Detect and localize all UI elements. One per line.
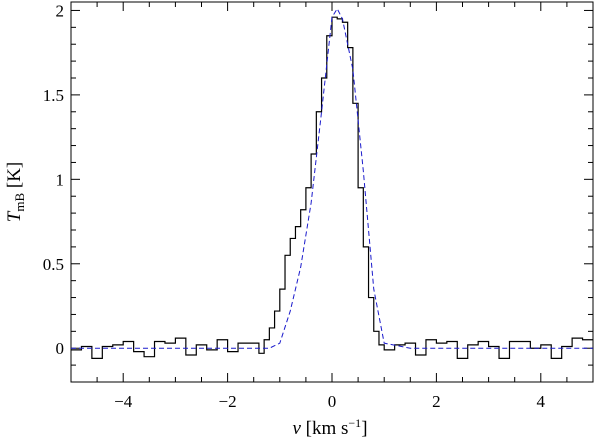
y-tick-label: 0: [56, 339, 65, 358]
model-fit-line: [71, 7, 593, 349]
x-tick-label: 0: [328, 392, 337, 411]
tick-labels: −4 −2 0 2 4 0 0.5 1 1.5 2: [43, 1, 546, 411]
y-tick-label: 1.5: [43, 86, 64, 105]
x-tick-label: −2: [219, 392, 237, 411]
y-tick-label: 1: [56, 170, 65, 189]
y-axis-label: TmB [K]: [4, 162, 27, 223]
y-tick-label: 2: [56, 1, 65, 20]
x-tick-label: −4: [114, 392, 133, 411]
x-axis-label: v [km s−1]: [292, 416, 367, 439]
x-tick-label: 4: [537, 392, 546, 411]
x-tick-label: 2: [432, 392, 441, 411]
observed-spectrum-line: [71, 16, 593, 359]
y-tick-label: 0.5: [43, 255, 64, 274]
series-layer: [71, 7, 593, 359]
plot-frame: [70, 1, 594, 383]
tick-marks: [70, 2, 594, 382]
